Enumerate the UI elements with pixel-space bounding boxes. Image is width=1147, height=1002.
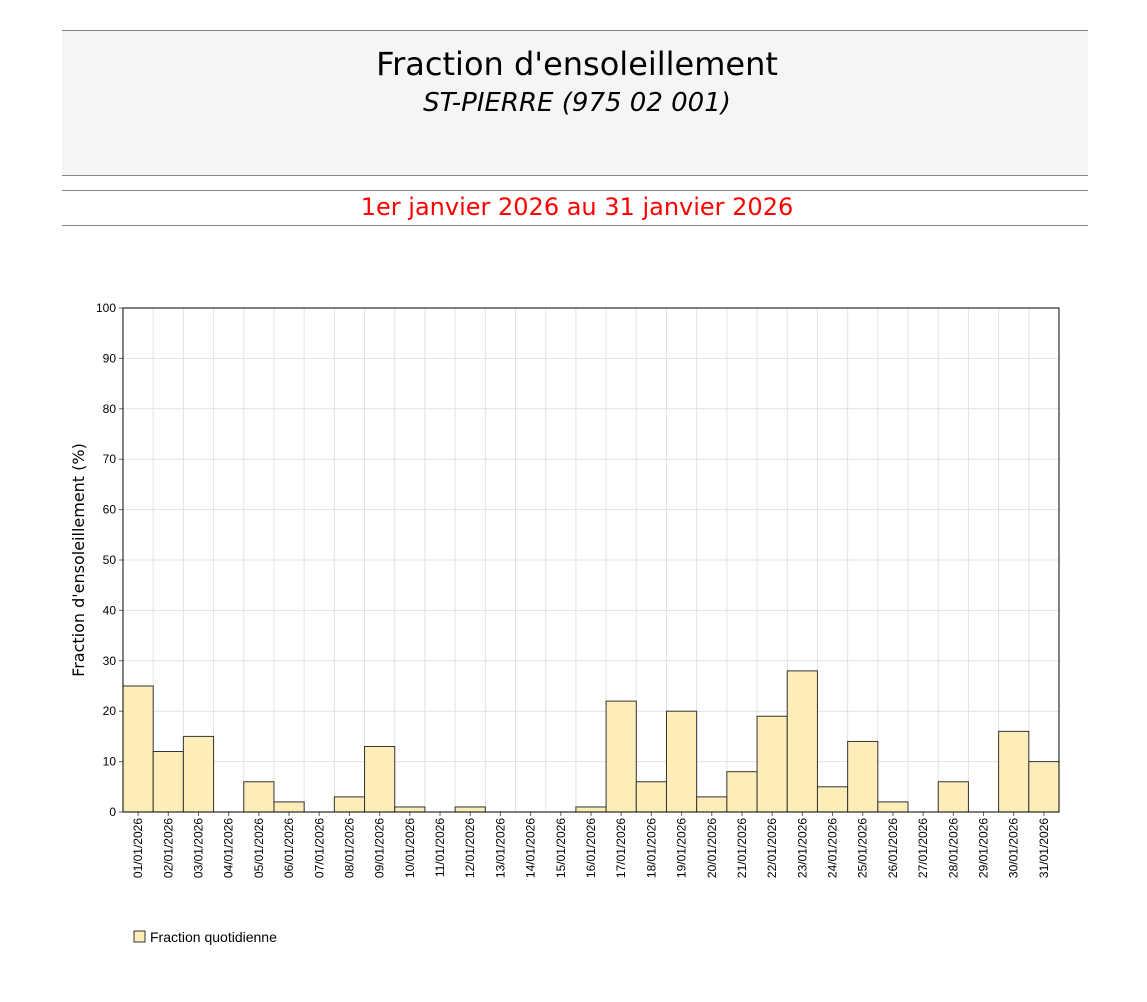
- x-tick-label: 14/01/2026: [524, 818, 538, 878]
- bar: [726, 771, 758, 813]
- chart-title: Fraction d'ensoleillement: [376, 45, 778, 83]
- header-box: [62, 30, 1088, 175]
- bar: [454, 806, 486, 813]
- bar: [937, 781, 969, 813]
- bar: [665, 710, 698, 813]
- x-tick-label: 26/01/2026: [886, 818, 900, 878]
- bar: [152, 751, 184, 813]
- bar: [877, 801, 909, 813]
- x-tick-label: 07/01/2026: [312, 818, 326, 878]
- y-tick-label: 10: [103, 755, 117, 769]
- x-tick-label: 31/01/2026: [1037, 818, 1051, 878]
- x-tick-label: 06/01/2026: [282, 818, 296, 878]
- bar: [1028, 761, 1060, 813]
- x-tick-label: 05/01/2026: [252, 818, 266, 878]
- bar: [635, 781, 667, 813]
- bar: [364, 745, 396, 813]
- x-tick-label: 02/01/2026: [161, 818, 175, 878]
- chart-subtitle: ST-PIERRE (975 02 001): [423, 88, 731, 118]
- x-tick-label: 22/01/2026: [765, 818, 779, 878]
- x-tick-label: 30/01/2026: [1007, 818, 1021, 878]
- x-tick-label: 24/01/2026: [826, 818, 840, 878]
- y-tick-label: 30: [103, 654, 117, 668]
- x-tick-label: 13/01/2026: [493, 818, 507, 878]
- x-tick-label: 19/01/2026: [675, 818, 689, 878]
- x-tick-label: 18/01/2026: [644, 818, 658, 878]
- legend-label: Fraction quotidienne: [150, 929, 277, 945]
- bar: [575, 806, 607, 813]
- bar: [847, 740, 879, 813]
- bar: [816, 786, 849, 813]
- x-tick-label: 08/01/2026: [342, 818, 356, 878]
- bar: [756, 715, 788, 813]
- x-tick-label: 17/01/2026: [614, 818, 628, 878]
- x-tick-label: 01/01/2026: [131, 818, 145, 878]
- x-tick-label: 29/01/2026: [977, 818, 991, 878]
- plot-frame: [122, 307, 1060, 813]
- x-tick-label: 16/01/2026: [584, 818, 598, 878]
- bar: [696, 796, 728, 813]
- bar: [998, 730, 1030, 813]
- x-tick-label: 21/01/2026: [735, 818, 749, 878]
- y-tick-label: 50: [103, 553, 117, 567]
- bar: [786, 670, 818, 813]
- x-tick-label: 15/01/2026: [554, 818, 568, 878]
- period: 1er janvier 2026 au 31 janvier 2026: [361, 193, 793, 221]
- y-tick-label: 60: [103, 503, 117, 517]
- y-tick-label: 0: [109, 805, 116, 819]
- y-tick-label: 40: [103, 603, 117, 617]
- x-tick-label: 12/01/2026: [463, 818, 477, 878]
- bar: [605, 700, 637, 813]
- x-tick-label: 03/01/2026: [191, 818, 205, 878]
- bar: [394, 806, 426, 813]
- x-tick-label: 04/01/2026: [222, 818, 236, 878]
- x-tick-label: 23/01/2026: [795, 818, 809, 878]
- x-tick-label: 11/01/2026: [433, 818, 447, 877]
- bar: [122, 685, 154, 813]
- y-tick-label: 90: [103, 351, 117, 365]
- bar: [333, 796, 366, 813]
- y-tick-label: 100: [96, 301, 116, 315]
- bar: [273, 801, 305, 813]
- bar: [182, 735, 215, 813]
- x-tick-label: 10/01/2026: [403, 818, 417, 878]
- y-axis-label: Fraction d'ensoleillement (%): [69, 443, 88, 677]
- x-tick-label: 25/01/2026: [856, 818, 870, 878]
- y-tick-label: 20: [103, 704, 117, 718]
- y-tick-label: 80: [103, 402, 117, 416]
- x-tick-label: 20/01/2026: [705, 818, 719, 878]
- bar: [243, 781, 275, 813]
- x-tick-label: 09/01/2026: [373, 818, 387, 878]
- y-tick-label: 70: [103, 452, 117, 466]
- x-tick-label: 28/01/2026: [946, 818, 960, 878]
- x-tick-label: 27/01/2026: [916, 818, 930, 878]
- legend-swatch: [133, 930, 146, 943]
